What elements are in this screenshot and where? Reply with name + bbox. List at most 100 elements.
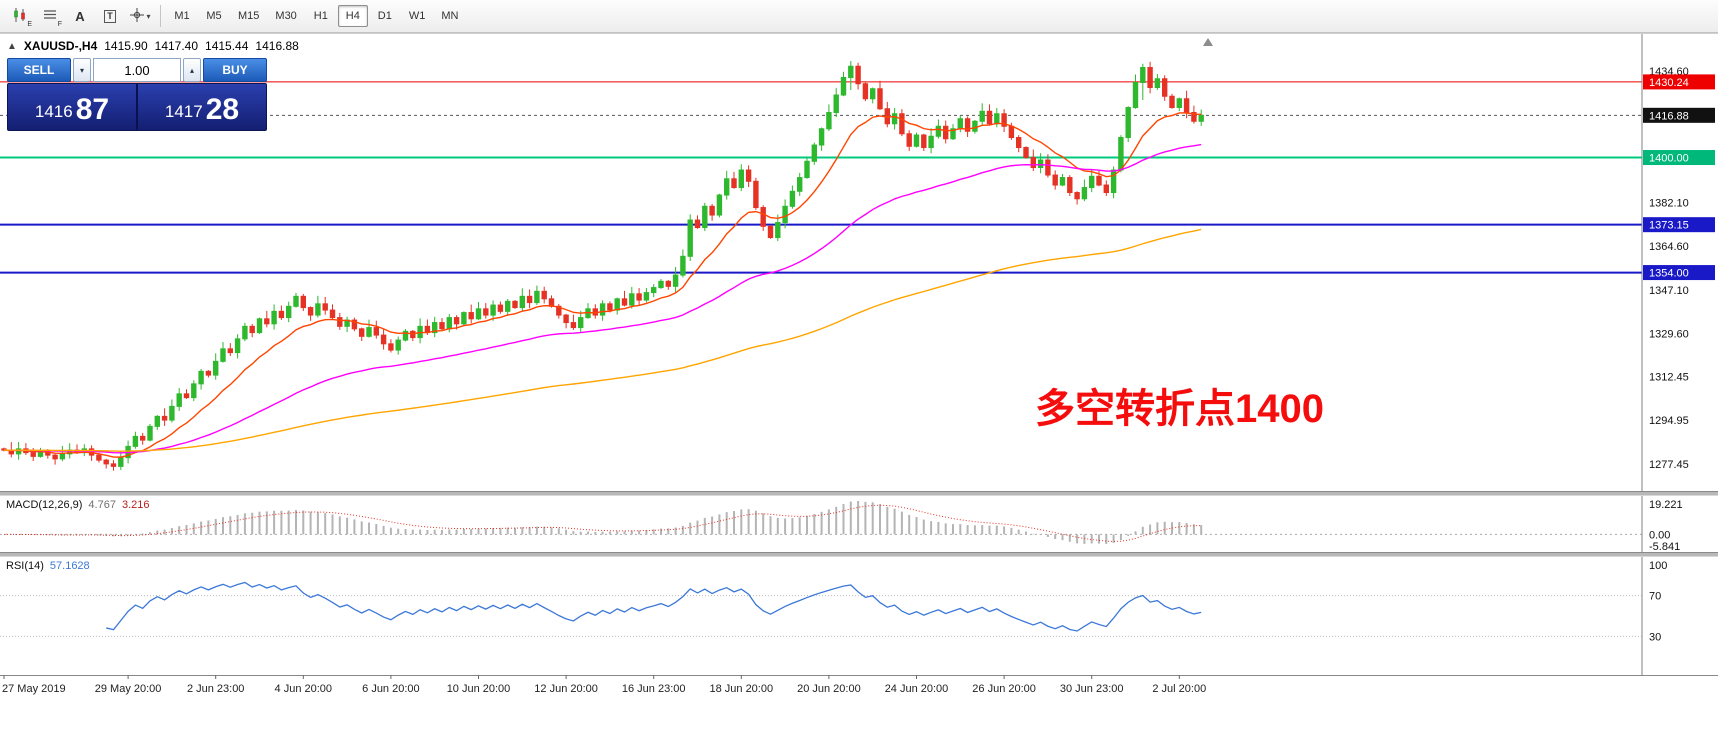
- chart-header: ▲ XAUUSD-,H4 1415.90 1417.40 1415.44 141…: [7, 39, 299, 53]
- text-label-icon: A: [75, 8, 85, 24]
- time-label: 12 Jun 20:00: [534, 683, 598, 695]
- time-label: 2 Jul 20:00: [1152, 683, 1206, 695]
- toolbar: E F A T ▾ M1 M5 M15 M30 H1 H4 D1 W1 MN: [0, 0, 1718, 33]
- ma-12-line: [3, 112, 1202, 458]
- text-box-button[interactable]: T: [96, 4, 124, 29]
- candles: [1, 60, 1204, 471]
- sell-price-main: 1416: [34, 102, 73, 121]
- ohlc-low: 1415.44: [205, 39, 249, 53]
- ohlc-close: 1416.88: [255, 39, 299, 53]
- moving-averages: [3, 112, 1202, 458]
- crosshair-button[interactable]: ▾: [126, 4, 154, 29]
- volume-input[interactable]: [93, 58, 181, 82]
- macd-histogram: [10, 501, 1203, 544]
- buy-button[interactable]: BUY: [203, 58, 267, 82]
- sell-price[interactable]: 1416 87: [8, 84, 138, 130]
- one-click-toggle-icon[interactable]: ▲: [7, 40, 17, 52]
- grid-sub-label: F: [57, 20, 62, 28]
- rsi-value: 57.1628: [49, 560, 90, 572]
- macd-main-value: 4.767: [88, 499, 116, 511]
- time-label: 24 Jun 20:00: [885, 683, 949, 695]
- chevron-up-icon: ▴: [189, 65, 194, 75]
- pane-divider[interactable]: [0, 491, 1718, 496]
- svg-text:1294.95: 1294.95: [1649, 415, 1689, 427]
- text-label-button[interactable]: A: [66, 4, 94, 29]
- pane-divider[interactable]: [0, 552, 1718, 557]
- macd-signal-value: 3.216: [121, 499, 150, 511]
- rsi-pane[interactable]: 100 70 30 RSI(14) 57.1628: [0, 557, 1718, 675]
- rsi-tick-100: 100: [1649, 560, 1667, 572]
- ohlc-open: 1415.90: [104, 39, 148, 53]
- timeframe-d1[interactable]: D1: [370, 5, 400, 27]
- time-label: 30 Jun 23:00: [1060, 683, 1124, 695]
- time-label: 16 Jun 23:00: [622, 683, 686, 695]
- symbol-title: XAUUSD-,H4: [23, 39, 98, 53]
- timeframe-buttons: M1 M5 M15 M30 H1 H4 D1 W1 MN: [167, 5, 465, 27]
- macd-name: MACD(12,26,9): [6, 499, 83, 511]
- rsi-name: RSI(14): [6, 560, 44, 572]
- timeframe-h1[interactable]: H1: [306, 5, 336, 27]
- chevron-down-icon: ▾: [79, 65, 84, 75]
- ma-50-line: [3, 143, 1202, 454]
- timeframe-m1[interactable]: M1: [167, 5, 197, 27]
- chart-type-sub-label: E: [27, 20, 32, 28]
- volume-increase-button[interactable]: ▴: [183, 58, 201, 82]
- timeframe-h4[interactable]: H4: [337, 5, 368, 27]
- trade-panel-prices: 1416 87 1417 28: [7, 83, 267, 131]
- svg-text:1430.24: 1430.24: [1649, 77, 1689, 89]
- rsi-tick-30: 30: [1649, 631, 1661, 643]
- svg-text:1354.00: 1354.00: [1649, 268, 1689, 280]
- grid-button[interactable]: F: [36, 4, 64, 29]
- dropdown-caret-icon: ▾: [146, 11, 151, 21]
- chart-shift-marker[interactable]: [1203, 38, 1213, 46]
- time-label: 18 Jun 20:00: [709, 683, 773, 695]
- rsi-tick-70: 70: [1649, 591, 1661, 603]
- rsi-line: [106, 581, 1202, 632]
- svg-text:1373.15: 1373.15: [1649, 220, 1689, 232]
- price-axis-ticks: 1434.601382.101364.601347.101329.601312.…: [1649, 66, 1689, 471]
- macd-tick-bottom: -5.841: [1649, 541, 1680, 552]
- svg-text:1277.45: 1277.45: [1649, 459, 1689, 471]
- buy-price-pips: 28: [205, 93, 240, 126]
- chart-type-button[interactable]: E: [6, 4, 34, 29]
- time-label: 4 Jun 20:00: [275, 683, 333, 695]
- time-labels: 27 May 2019 29 May 20:00 2 Jun 23:00 4 Jun …: [2, 675, 1206, 695]
- timeframe-m5[interactable]: M5: [199, 5, 229, 27]
- time-label: 27 May 2019: [2, 683, 66, 695]
- chart-type-icon: [12, 7, 28, 26]
- svg-text:1364.60: 1364.60: [1649, 241, 1689, 253]
- timeframe-m30[interactable]: M30: [268, 5, 303, 27]
- svg-text:1382.10: 1382.10: [1649, 197, 1689, 209]
- macd-signal-line: [3, 504, 1202, 542]
- sell-price-pips: 87: [75, 93, 110, 126]
- trade-panel-controls: SELL ▾ ▴ BUY: [7, 58, 267, 82]
- sell-button[interactable]: SELL: [7, 58, 71, 82]
- rsi-label: RSI(14) 57.1628: [6, 560, 90, 572]
- grid-icon: [42, 7, 58, 26]
- time-label: 20 Jun 20:00: [797, 683, 861, 695]
- macd-pane[interactable]: 19.221 0.00 -5.841 MACD(12,26,9) 4.767 3.2…: [0, 496, 1718, 552]
- ma-150-line: [3, 228, 1202, 452]
- buy-price[interactable]: 1417 28: [138, 84, 266, 130]
- volume-decrease-button[interactable]: ▾: [73, 58, 91, 82]
- candlestick-chart[interactable]: 1434.601382.101364.601347.101329.601312.…: [0, 34, 1718, 491]
- buy-price-main: 1417: [164, 102, 203, 121]
- time-label: 29 May 20:00: [95, 683, 162, 695]
- time-scale[interactable]: 27 May 2019 29 May 20:00 2 Jun 23:00 4 Jun …: [0, 675, 1718, 713]
- main-chart-pane[interactable]: 1434.60 1382.10 1364.60 1347.10 1329.60 1312.…: [0, 33, 1718, 491]
- timeframe-m15[interactable]: M15: [231, 5, 266, 27]
- time-axis[interactable]: 27 May 2019 29 May 20:00 2 Jun 23:00 4 Jun …: [0, 675, 1718, 713]
- toolbar-separator: [160, 5, 161, 27]
- macd-indicator[interactable]: 19.221 0.00-5.841: [0, 496, 1718, 552]
- svg-text:1400.00: 1400.00: [1649, 153, 1689, 165]
- rsi-indicator[interactable]: 100 70 30: [0, 557, 1718, 675]
- svg-text:1416.88: 1416.88: [1649, 110, 1689, 122]
- time-label: 6 Jun 20:00: [362, 683, 420, 695]
- timeframe-w1[interactable]: W1: [402, 5, 433, 27]
- crosshair-icon: [129, 7, 145, 26]
- macd-label: MACD(12,26,9) 4.767 3.216: [6, 499, 149, 511]
- macd-tick-zero: 0.00: [1649, 529, 1670, 541]
- timeframe-mn[interactable]: MN: [434, 5, 465, 27]
